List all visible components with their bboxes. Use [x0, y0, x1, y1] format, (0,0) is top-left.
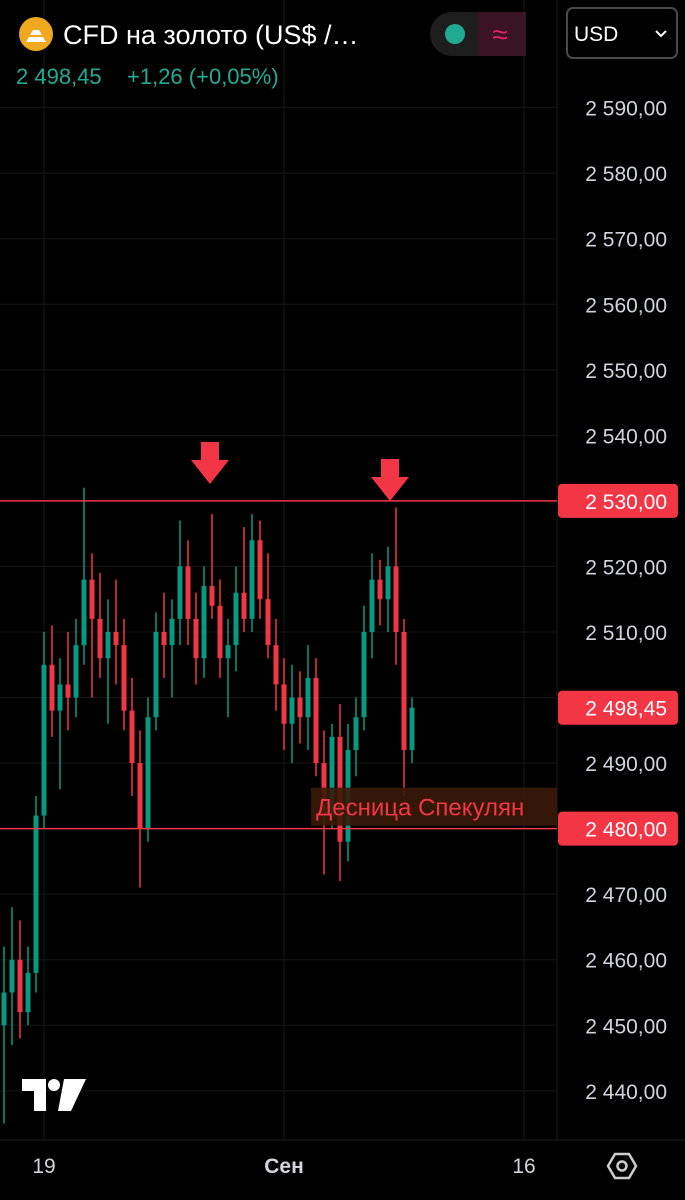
candle-body	[105, 631, 111, 659]
price: 2 498,45	[16, 64, 102, 89]
candle-body	[289, 697, 295, 724]
candle-body	[353, 717, 359, 750]
badge: ≈	[492, 19, 507, 50]
candle-body	[153, 631, 159, 718]
candle-body	[9, 959, 15, 993]
candle-body	[161, 631, 167, 646]
candle-body	[241, 592, 247, 619]
x-tick-label: 16	[512, 1155, 535, 1178]
y-tick-label: 2 510,00	[585, 622, 667, 645]
candle-body	[169, 618, 175, 646]
candle-body	[17, 959, 23, 1013]
dropdown-chevron	[655, 30, 667, 38]
candle-body	[145, 717, 151, 829]
candle-body	[113, 631, 119, 646]
candle-body	[1, 992, 7, 1026]
candle-body	[329, 736, 335, 816]
candle-body	[201, 586, 207, 659]
price-line-label: 2 480,00	[585, 819, 667, 842]
y-tick-label: 2 470,00	[585, 884, 667, 907]
candle-body	[225, 645, 231, 659]
candle-body	[385, 566, 391, 600]
candle-body	[81, 579, 87, 646]
currency: USD	[574, 23, 618, 46]
price-line-tag	[558, 483, 678, 518]
candle-body	[257, 540, 263, 600]
annotation: Десница Спекулян	[316, 795, 524, 822]
candle-body	[89, 579, 95, 619]
gold-bars	[26, 30, 46, 42]
candle-body	[97, 618, 103, 659]
candle-body	[185, 566, 191, 619]
y-tick-label: 2 550,00	[585, 360, 667, 383]
candle-body	[393, 566, 399, 632]
candle-body	[65, 684, 71, 698]
candle-body	[57, 684, 63, 711]
annotation-box	[311, 787, 557, 826]
candle-body	[249, 540, 255, 619]
currency-select[interactable]	[566, 7, 678, 59]
change: +1,26 (+0,05%)	[127, 64, 279, 89]
candle-body	[265, 599, 271, 646]
y-tick-label: 2 490,00	[585, 753, 667, 776]
candle-body	[193, 618, 199, 659]
y-tick-label: 2 570,00	[585, 229, 667, 252]
candle-body	[73, 645, 79, 698]
candle-body	[273, 645, 279, 685]
x-tick-label: Сен	[264, 1155, 304, 1178]
settings-hole	[616, 1160, 628, 1172]
candle-body	[313, 677, 319, 764]
candle-body	[409, 707, 415, 750]
settings-button[interactable]	[606, 1152, 638, 1180]
candle-body	[25, 972, 31, 1013]
candle-body	[209, 586, 215, 606]
candle-body	[217, 605, 223, 659]
y-tick-label: 2 580,00	[585, 163, 667, 186]
arrow-down	[191, 442, 229, 484]
candle-body	[401, 631, 407, 750]
candle-body	[49, 664, 55, 711]
y-tick-label: 2 590,00	[585, 98, 667, 121]
candle-body	[177, 566, 183, 619]
y-tick-label: 2 540,00	[585, 425, 667, 448]
y-tick-label: 2 460,00	[585, 950, 667, 973]
symbol-title[interactable]: CFD на золото (US$ /…	[63, 20, 359, 50]
candle-body	[369, 579, 375, 632]
y-tick-label: 2 520,00	[585, 556, 667, 579]
arrow-down	[371, 459, 409, 501]
candle-body	[361, 631, 367, 718]
last-price-tag	[558, 690, 678, 725]
status-half	[478, 12, 526, 56]
y-tick-label: 2 450,00	[585, 1015, 667, 1038]
candle-body	[233, 592, 239, 646]
candle-body	[41, 664, 47, 816]
price-line-tag	[558, 811, 678, 846]
price-line-label: 2 530,00	[585, 491, 667, 514]
candle-body	[137, 763, 143, 829]
logo	[22, 1079, 86, 1111]
candle-body	[297, 697, 303, 718]
candle-body	[33, 815, 39, 973]
candle-body	[129, 710, 135, 764]
candle-body	[305, 677, 311, 718]
x-tick-label: 19	[32, 1155, 55, 1178]
candle-body	[377, 579, 383, 600]
market-dot	[445, 24, 465, 44]
last-price-label: 2 498,45	[585, 698, 667, 721]
y-tick-label: 2 440,00	[585, 1081, 667, 1104]
y-tick-label: 2 560,00	[585, 294, 667, 317]
candle-body	[281, 684, 287, 724]
candle-body	[121, 645, 127, 711]
